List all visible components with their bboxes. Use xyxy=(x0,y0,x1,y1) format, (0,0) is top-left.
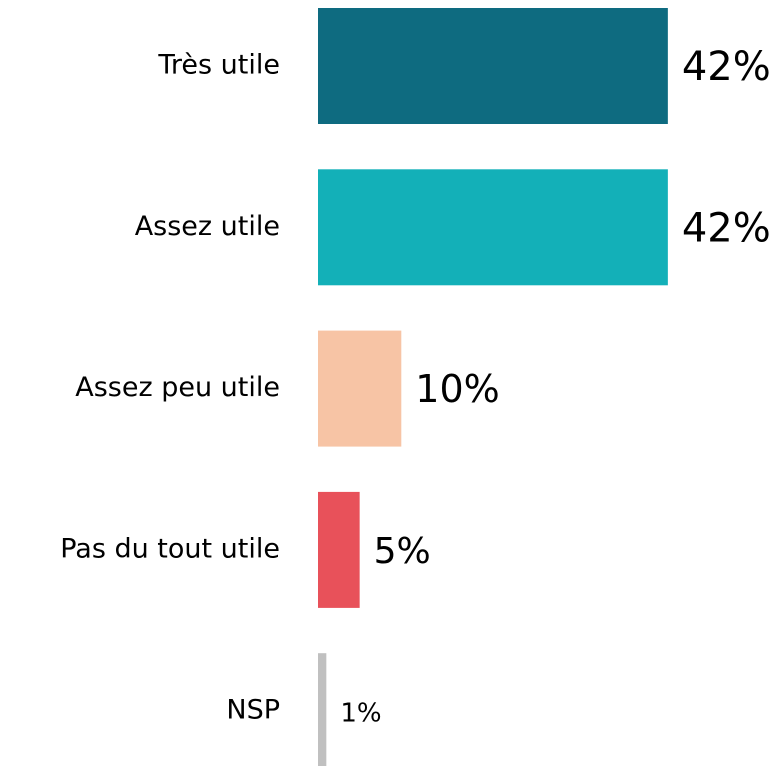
value-label: 10% xyxy=(415,367,499,411)
category-label: Pas du tout utile xyxy=(60,533,280,564)
bar xyxy=(318,8,668,124)
category-label: Assez utile xyxy=(135,211,280,242)
bar xyxy=(318,653,327,766)
bar xyxy=(318,169,668,286)
category-label: Assez peu utile xyxy=(75,372,280,403)
value-label: 42% xyxy=(682,205,771,251)
value-label: 1% xyxy=(340,699,381,729)
category-label: Très utile xyxy=(157,50,280,81)
bar xyxy=(318,330,402,447)
category-label: NSP xyxy=(226,695,280,726)
bar xyxy=(318,491,360,608)
value-label: 42% xyxy=(682,44,771,90)
value-label: 5% xyxy=(374,531,431,572)
